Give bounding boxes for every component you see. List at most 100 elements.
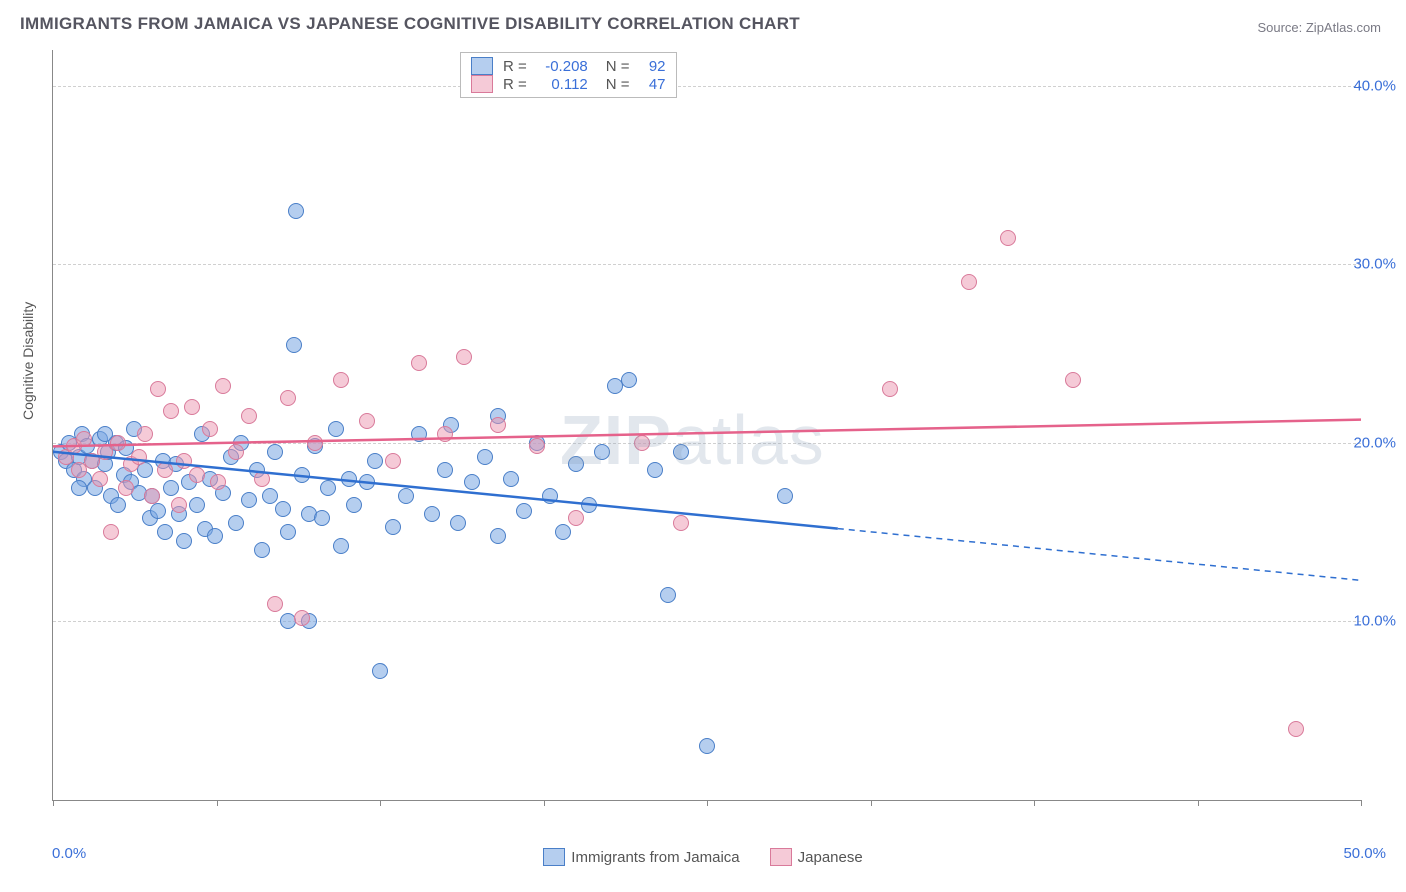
y-tick-label: 20.0%	[1353, 434, 1396, 451]
scatter-point	[634, 435, 650, 451]
scatter-point	[241, 408, 257, 424]
grid-line	[53, 86, 1361, 87]
scatter-point	[568, 456, 584, 472]
trend-line-extrapolated	[838, 529, 1361, 581]
scatter-point	[241, 492, 257, 508]
scatter-point	[882, 381, 898, 397]
scatter-point	[280, 390, 296, 406]
scatter-point	[210, 474, 226, 490]
scatter-point	[777, 488, 793, 504]
legend-row-pink: R = 0.112 N = 47	[471, 75, 666, 93]
scatter-point	[254, 542, 270, 558]
scatter-point	[150, 503, 166, 519]
y-tick-label: 30.0%	[1353, 256, 1396, 273]
scatter-point	[131, 449, 147, 465]
legend-label: Japanese	[798, 849, 863, 866]
scatter-point	[267, 596, 283, 612]
swatch-pink-icon	[770, 848, 792, 866]
scatter-point	[398, 488, 414, 504]
scatter-point	[647, 462, 663, 478]
trend-lines	[53, 50, 1361, 800]
r-value-pink: 0.112	[533, 76, 588, 93]
scatter-point	[171, 497, 187, 513]
scatter-point	[286, 337, 302, 353]
scatter-point	[359, 413, 375, 429]
plot-area	[52, 50, 1361, 801]
scatter-point	[555, 524, 571, 540]
y-tick-label: 40.0%	[1353, 77, 1396, 94]
scatter-point	[176, 533, 192, 549]
scatter-point	[150, 381, 166, 397]
scatter-point	[464, 474, 480, 490]
scatter-point	[228, 515, 244, 531]
scatter-point	[660, 587, 676, 603]
scatter-point	[367, 453, 383, 469]
scatter-point	[961, 274, 977, 290]
scatter-point	[103, 524, 119, 540]
scatter-point	[76, 431, 92, 447]
scatter-point	[372, 663, 388, 679]
scatter-point	[490, 528, 506, 544]
scatter-point	[228, 444, 244, 460]
scatter-point	[275, 501, 291, 517]
n-label: N =	[606, 76, 630, 93]
scatter-point	[288, 203, 304, 219]
scatter-point	[542, 488, 558, 504]
x-tick-mark	[1034, 800, 1035, 806]
scatter-point	[267, 444, 283, 460]
scatter-point	[254, 471, 270, 487]
scatter-point	[411, 355, 427, 371]
scatter-point	[189, 467, 205, 483]
x-tick-mark	[707, 800, 708, 806]
scatter-point	[314, 510, 330, 526]
swatch-pink-icon	[471, 75, 493, 93]
source-attribution: Source: ZipAtlas.com	[1257, 20, 1381, 35]
x-tick-mark	[871, 800, 872, 806]
scatter-point	[477, 449, 493, 465]
scatter-point	[163, 403, 179, 419]
scatter-point	[1000, 230, 1016, 246]
scatter-point	[359, 474, 375, 490]
scatter-point	[424, 506, 440, 522]
scatter-point	[529, 438, 545, 454]
scatter-point	[163, 480, 179, 496]
scatter-point	[1065, 372, 1081, 388]
y-tick-label: 10.0%	[1353, 613, 1396, 630]
legend-row-blue: R = -0.208 N = 92	[471, 57, 666, 75]
scatter-point	[516, 503, 532, 519]
scatter-point	[294, 467, 310, 483]
scatter-point	[157, 524, 173, 540]
scatter-point	[110, 435, 126, 451]
x-first-label: 0.0%	[52, 845, 86, 862]
swatch-blue-icon	[471, 57, 493, 75]
scatter-point	[189, 497, 205, 513]
scatter-point	[320, 480, 336, 496]
r-label: R =	[503, 76, 527, 93]
scatter-point	[176, 453, 192, 469]
scatter-point	[699, 738, 715, 754]
scatter-point	[202, 421, 218, 437]
scatter-point	[673, 515, 689, 531]
scatter-point	[450, 515, 466, 531]
scatter-point	[673, 444, 689, 460]
scatter-point	[294, 610, 310, 626]
scatter-point	[110, 497, 126, 513]
scatter-point	[157, 462, 173, 478]
scatter-point	[437, 462, 453, 478]
x-last-label: 50.0%	[1343, 845, 1386, 862]
scatter-point	[456, 349, 472, 365]
scatter-point	[207, 528, 223, 544]
scatter-point	[137, 426, 153, 442]
scatter-point	[581, 497, 597, 513]
x-tick-mark	[544, 800, 545, 806]
scatter-point	[437, 426, 453, 442]
series-legend: Immigrants from Jamaica Japanese	[0, 848, 1406, 866]
x-tick-mark	[53, 800, 54, 806]
n-label: N =	[606, 58, 630, 75]
scatter-point	[92, 471, 108, 487]
r-label: R =	[503, 58, 527, 75]
scatter-point	[215, 378, 231, 394]
n-value-pink: 47	[636, 76, 666, 93]
scatter-point	[490, 417, 506, 433]
scatter-point	[503, 471, 519, 487]
